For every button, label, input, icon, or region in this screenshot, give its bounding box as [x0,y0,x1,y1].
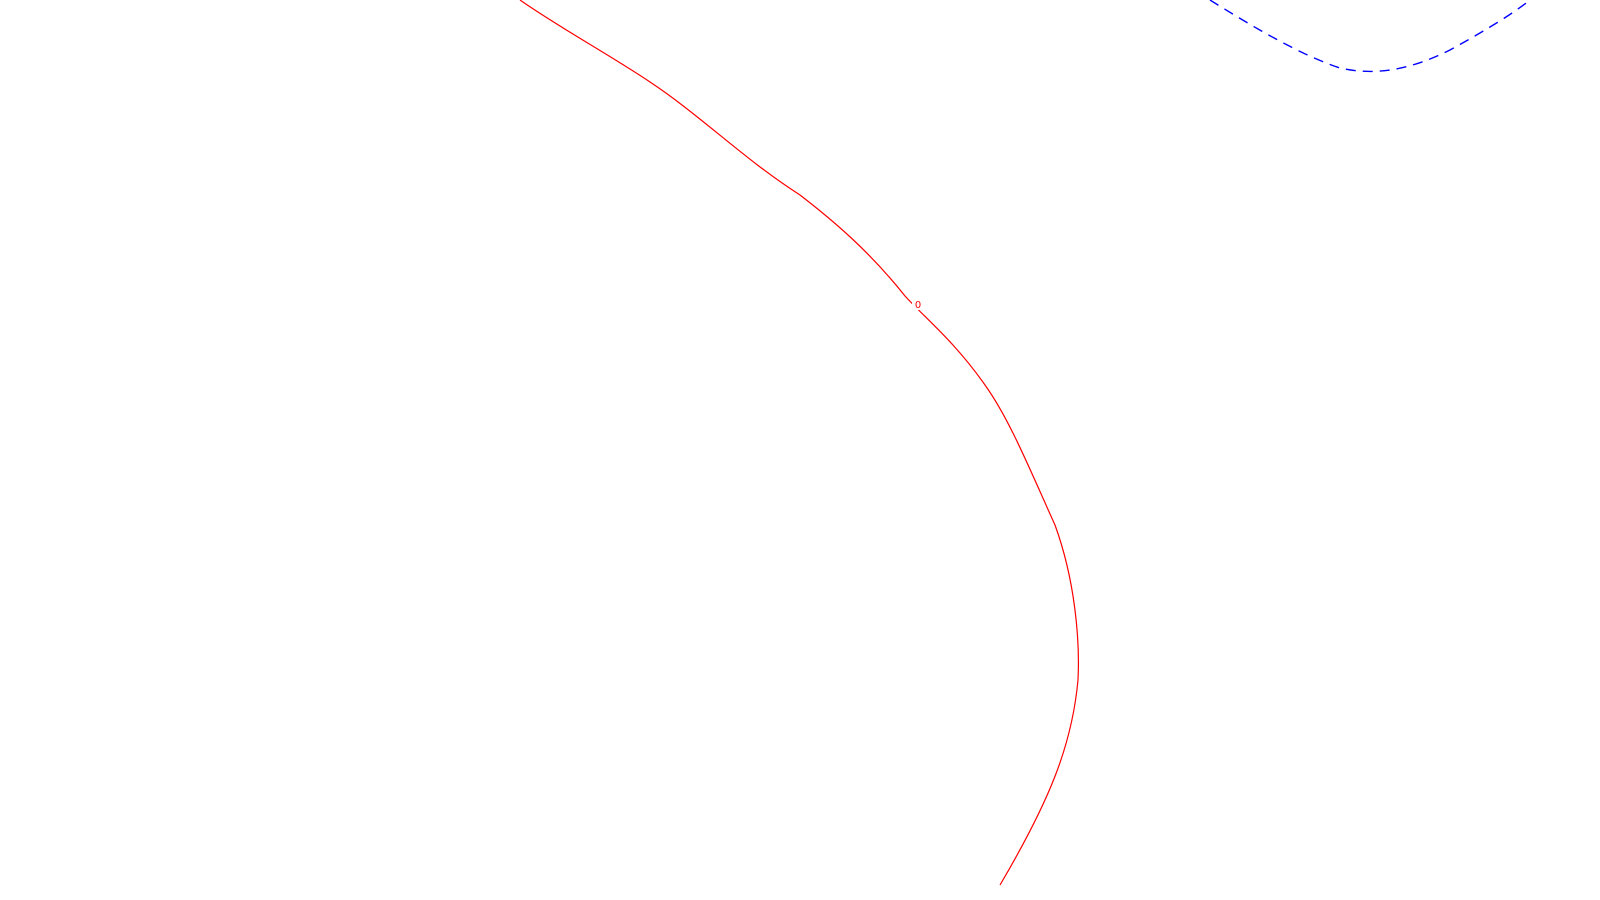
contour-line-dashed [1209,0,1531,73]
contour-level-label: 0 [915,300,921,311]
contour-label-background [912,296,924,310]
contour-line-zero [519,0,1079,886]
